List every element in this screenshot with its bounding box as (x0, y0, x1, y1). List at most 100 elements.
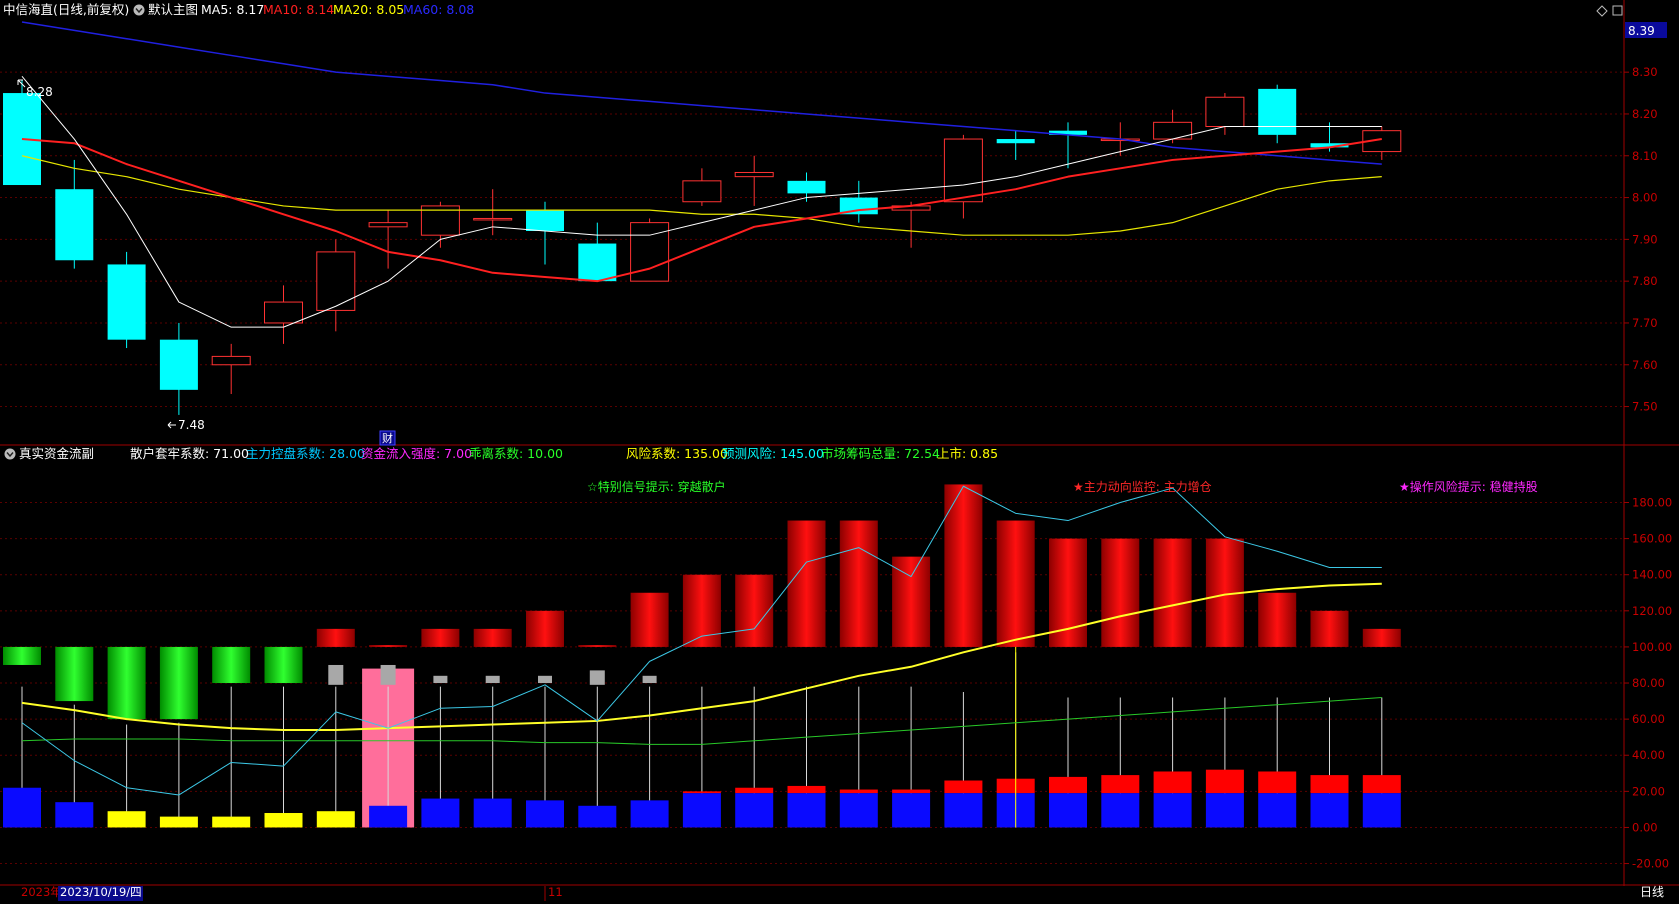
chevron-down-icon (6, 452, 14, 458)
price-annotations: 8.28 7.48 财 (17, 79, 396, 446)
red-volume-bar (787, 785, 826, 794)
blue-volume-bar (473, 798, 512, 828)
red-flow-bar (1153, 538, 1192, 647)
candle-down (787, 180, 826, 194)
red-flow-bar (944, 484, 983, 647)
indicator-value-6: 市场筹码总量: 72.54 (821, 446, 940, 461)
indicator-axis-label: 40.00 (1632, 748, 1665, 762)
main-chart-label[interactable]: 默认主图 (148, 2, 198, 17)
indicator-name[interactable]: 真实资金流副 (19, 446, 94, 461)
blue-volume-bar (892, 793, 931, 828)
red-flow-bar (369, 645, 408, 647)
indicator-axis-label: 80.00 (1632, 676, 1665, 690)
red-flow-bar (526, 610, 564, 647)
diamond-icon[interactable] (1596, 5, 1608, 17)
red-flow-bar (996, 520, 1035, 647)
low-price-label: 7.48 (178, 418, 205, 432)
red-volume-bar (1362, 775, 1401, 794)
ma10-value: MA10: 8.14 (263, 2, 334, 17)
operation-risk-text: ★操作风险提示: 稳健持股 (1399, 479, 1538, 494)
main-chart-dropdown[interactable]: 默认主图 (133, 2, 199, 17)
high-price-label: 8.28 (26, 85, 53, 99)
red-volume-bar (839, 789, 878, 794)
candle-up (211, 355, 251, 366)
blue-volume-bar (55, 802, 94, 828)
red-flow-bar (1101, 538, 1140, 647)
candle-down (578, 243, 617, 282)
candle-down (996, 139, 1035, 144)
price-axis-label: 7.90 (1632, 232, 1658, 246)
price-axis-label: 8.30 (1632, 65, 1658, 79)
candle-up (1153, 121, 1193, 140)
indicator-axis-label: 180.00 (1632, 495, 1672, 509)
ma20-line (21, 155, 1382, 236)
ma60-line (21, 21, 1382, 165)
candle-down (526, 210, 564, 231)
price-axis-label: 8.20 (1632, 107, 1658, 121)
red-volume-bar (1153, 771, 1192, 794)
date-label-bg (58, 886, 143, 901)
candle-up (316, 251, 356, 311)
window-controls[interactable] (1596, 5, 1623, 17)
green-flow-bar (264, 646, 303, 684)
indicator-plot[interactable] (3, 484, 1401, 828)
blue-volume-bar (944, 793, 983, 828)
ma20-value: MA20: 8.05 (333, 2, 404, 17)
month-label: 11 (548, 885, 563, 899)
indicator-axis-label: 60.00 (1632, 712, 1665, 726)
red-volume-bar (682, 791, 721, 794)
special-signal-text: ☆特别信号提示: 穿越散户 (587, 479, 726, 494)
gray-marker (433, 675, 448, 684)
indicator-axis-label: 0.00 (1632, 820, 1658, 834)
blue-volume-bar (1258, 793, 1297, 828)
red-volume-bar (1258, 771, 1297, 794)
red-volume-bar (892, 789, 931, 794)
indicator-value-2: 资金流入强度: 7.00 (361, 446, 472, 461)
price-axis-label: 7.70 (1632, 316, 1658, 330)
market-chips-line (21, 696, 1382, 745)
window-square-icon[interactable] (1612, 5, 1623, 16)
finance-marker[interactable]: 财 (379, 430, 396, 446)
candle-up (682, 180, 722, 203)
candle-down (1049, 130, 1087, 135)
yellow-volume-bar (264, 813, 303, 828)
year-label: 2023年 (21, 885, 62, 899)
yellow-volume-bar (316, 811, 355, 828)
red-flow-bar (735, 574, 774, 647)
dropdown-icon[interactable] (133, 4, 145, 16)
price-axis-label: 8.10 (1632, 149, 1658, 163)
price-axis-label: 7.60 (1632, 358, 1658, 372)
indicator-dropdown[interactable]: 真实资金流副 (4, 446, 95, 461)
candle-up (1205, 96, 1245, 127)
red-flow-bar (892, 556, 931, 647)
signal-prompts: ☆特别信号提示: 穿越散户 ★主力动向监控: 主力增仓 ★操作风险提示: 稳健持… (587, 479, 1538, 494)
indicator-axis-label: 140.00 (1632, 568, 1672, 582)
indicator-dropdown-icon[interactable] (4, 448, 16, 460)
blue-volume-bar (1310, 793, 1349, 828)
red-volume-bar (1310, 775, 1349, 794)
price-plot[interactable] (3, 21, 1402, 415)
red-flow-bar (787, 520, 826, 647)
green-flow-bar (107, 646, 146, 720)
red-volume-bar (944, 780, 983, 794)
indicator-value-0: 散户套牢系数: 71.00 (130, 446, 249, 461)
indicator-header: 真实资金流副 散户套牢系数: 71.00 主力控盘系数: 28.00 资金流入强… (4, 446, 998, 461)
date-label: 2023/10/19/四 (60, 885, 142, 899)
red-flow-bar (316, 628, 355, 647)
period-label[interactable]: 日线 (1640, 885, 1664, 899)
candle-up (473, 217, 513, 221)
low-arrow-icon (167, 421, 176, 429)
blue-volume-bar (526, 800, 564, 828)
blue-volume-bar (3, 787, 41, 828)
red-volume-bar (735, 787, 774, 794)
main-force-monitor-text: ★主力动向监控: 主力增仓 (1073, 479, 1212, 494)
green-flow-bar (159, 646, 198, 720)
candle-down (1258, 88, 1297, 135)
gray-marker (485, 675, 500, 684)
stock-title: 中信海直(日线,前复权) (3, 2, 129, 17)
red-flow-bar (421, 628, 460, 647)
candle-up (943, 138, 983, 203)
indicator-value-3: 乖离系数: 10.00 (469, 446, 563, 461)
